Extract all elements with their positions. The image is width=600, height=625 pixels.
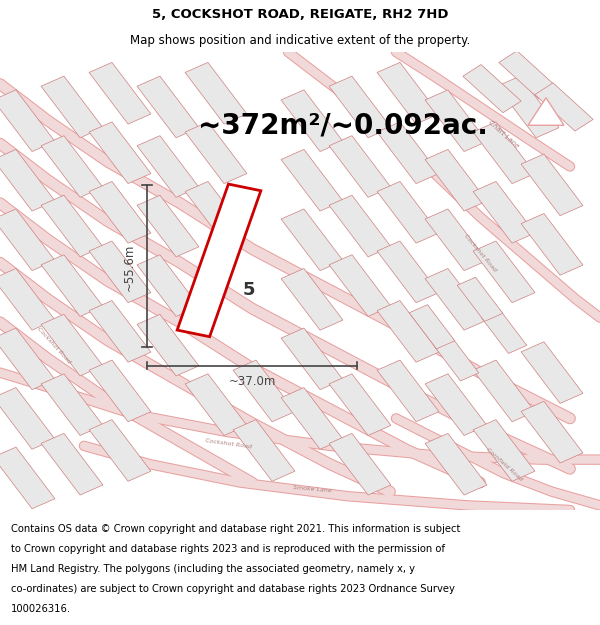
Polygon shape: [185, 62, 247, 124]
Polygon shape: [0, 328, 55, 389]
Polygon shape: [329, 136, 391, 198]
Polygon shape: [89, 301, 151, 362]
Polygon shape: [281, 90, 343, 151]
Polygon shape: [89, 122, 151, 184]
Polygon shape: [425, 433, 487, 495]
Polygon shape: [281, 328, 343, 389]
Polygon shape: [463, 64, 521, 112]
Text: ~55.6m: ~55.6m: [122, 244, 136, 291]
Polygon shape: [473, 419, 535, 481]
Polygon shape: [281, 149, 343, 211]
Polygon shape: [41, 374, 103, 436]
Polygon shape: [425, 209, 487, 271]
Polygon shape: [0, 149, 55, 211]
Polygon shape: [41, 195, 103, 257]
Polygon shape: [521, 342, 583, 403]
Polygon shape: [433, 337, 479, 381]
Polygon shape: [137, 76, 199, 138]
Polygon shape: [457, 278, 503, 321]
Polygon shape: [0, 388, 55, 449]
Polygon shape: [0, 269, 55, 330]
Text: Smoke Lane: Smoke Lane: [292, 485, 332, 494]
Text: Cockshot Road: Cockshot Road: [463, 234, 497, 273]
Polygon shape: [329, 76, 391, 138]
Polygon shape: [233, 360, 295, 422]
Text: Map shows position and indicative extent of the property.: Map shows position and indicative extent…: [130, 34, 470, 47]
Polygon shape: [377, 360, 439, 422]
Polygon shape: [281, 388, 343, 449]
Polygon shape: [473, 181, 535, 243]
Polygon shape: [329, 255, 391, 316]
Polygon shape: [185, 181, 247, 243]
Polygon shape: [499, 51, 557, 99]
Text: 100026316.: 100026316.: [11, 604, 71, 614]
Text: Cockshot Road: Cockshot Road: [205, 438, 251, 449]
Text: ~372m²/~0.092ac.: ~372m²/~0.092ac.: [198, 111, 488, 139]
Polygon shape: [481, 309, 527, 354]
Text: Chart Lane: Chart Lane: [488, 119, 520, 149]
Polygon shape: [89, 419, 151, 481]
Polygon shape: [137, 255, 199, 316]
Polygon shape: [281, 269, 343, 330]
Polygon shape: [409, 305, 455, 349]
Polygon shape: [137, 314, 199, 376]
Polygon shape: [281, 209, 343, 271]
Polygon shape: [425, 269, 487, 330]
Polygon shape: [177, 184, 261, 337]
Polygon shape: [137, 136, 199, 198]
Polygon shape: [425, 149, 487, 211]
Polygon shape: [41, 433, 103, 495]
Polygon shape: [137, 195, 199, 257]
Polygon shape: [89, 62, 151, 124]
Polygon shape: [329, 195, 391, 257]
Polygon shape: [329, 374, 391, 436]
Polygon shape: [377, 241, 439, 302]
Polygon shape: [425, 374, 487, 436]
Text: co-ordinates) are subject to Crown copyright and database rights 2023 Ordnance S: co-ordinates) are subject to Crown copyr…: [11, 584, 455, 594]
Polygon shape: [41, 314, 103, 376]
Polygon shape: [41, 255, 103, 316]
Polygon shape: [528, 98, 564, 125]
Polygon shape: [329, 433, 391, 495]
Polygon shape: [521, 214, 583, 275]
Text: HM Land Registry. The polygons (including the associated geometry, namely x, y: HM Land Registry. The polygons (includin…: [11, 564, 415, 574]
Polygon shape: [497, 76, 559, 138]
Polygon shape: [521, 154, 583, 216]
Text: to Crown copyright and database rights 2023 and is reproduced with the permissio: to Crown copyright and database rights 2…: [11, 544, 445, 554]
Polygon shape: [41, 136, 103, 198]
Polygon shape: [233, 419, 295, 481]
Polygon shape: [0, 209, 55, 271]
Text: 5: 5: [243, 281, 255, 299]
Polygon shape: [0, 447, 55, 509]
Text: Cornfield Road: Cornfield Road: [485, 447, 523, 482]
Polygon shape: [185, 122, 247, 184]
Text: 5, COCKSHOT ROAD, REIGATE, RH2 7HD: 5, COCKSHOT ROAD, REIGATE, RH2 7HD: [152, 8, 448, 21]
Polygon shape: [521, 401, 583, 463]
Polygon shape: [41, 76, 103, 138]
Polygon shape: [535, 83, 593, 131]
Polygon shape: [377, 62, 439, 124]
Polygon shape: [185, 374, 247, 436]
Polygon shape: [89, 241, 151, 302]
Polygon shape: [89, 360, 151, 422]
Polygon shape: [377, 301, 439, 362]
Text: Contains OS data © Crown copyright and database right 2021. This information is : Contains OS data © Crown copyright and d…: [11, 524, 460, 534]
Text: Cockshot Road: Cockshot Road: [37, 326, 71, 364]
Polygon shape: [377, 181, 439, 243]
Polygon shape: [377, 122, 439, 184]
Polygon shape: [473, 241, 535, 302]
Polygon shape: [425, 90, 487, 151]
Polygon shape: [473, 122, 535, 184]
Text: ~37.0m: ~37.0m: [229, 375, 275, 388]
Polygon shape: [89, 181, 151, 243]
Polygon shape: [473, 360, 535, 422]
Polygon shape: [0, 90, 55, 151]
